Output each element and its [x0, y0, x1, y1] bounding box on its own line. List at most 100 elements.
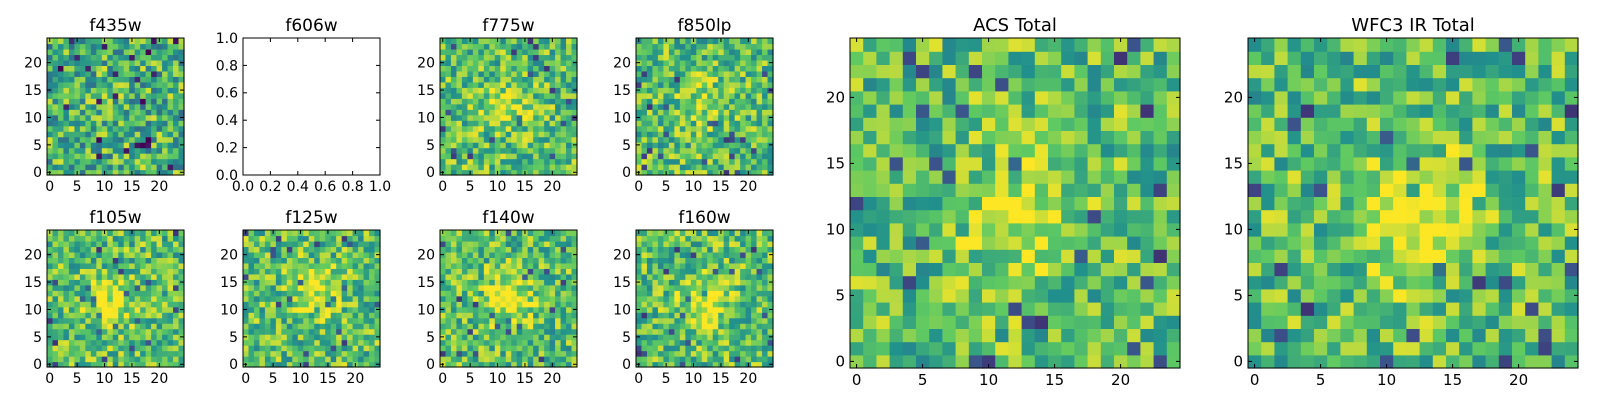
heatmap-cell	[751, 76, 758, 83]
heatmap-cell	[129, 164, 136, 171]
heatmap-cell	[663, 323, 670, 330]
heatmap-cell	[140, 345, 147, 352]
heatmap-cell	[248, 350, 255, 357]
heatmap-cell	[982, 288, 996, 303]
heatmap-cell	[762, 48, 769, 56]
heatmap-cell	[707, 350, 714, 357]
heatmap-cell	[641, 59, 648, 66]
heatmap-cell	[369, 317, 376, 324]
heatmap-cell	[560, 169, 567, 176]
heatmap-cell	[134, 290, 141, 297]
heatmap-cell	[308, 262, 315, 269]
heatmap-cell	[151, 262, 158, 269]
heatmap-cell	[248, 257, 255, 264]
heatmap-cell	[145, 312, 152, 319]
heatmap-cell	[445, 361, 452, 368]
heatmap-cell	[1008, 328, 1023, 343]
heatmap-cell	[690, 125, 697, 132]
heatmap-cell	[718, 48, 725, 56]
heatmap-cell	[641, 153, 648, 160]
heatmap-cell	[527, 268, 534, 275]
heatmap-cell	[358, 361, 365, 368]
heatmap-cell	[341, 246, 348, 253]
heatmap-cell	[685, 246, 692, 253]
heatmap-cell	[740, 48, 747, 56]
heatmap-cell	[566, 323, 573, 330]
heatmap-cell	[511, 328, 518, 335]
heatmap-cell	[505, 356, 512, 363]
heatmap-cell	[756, 323, 763, 330]
heatmap-cell	[500, 251, 507, 258]
heatmap-cell	[363, 350, 370, 357]
heatmap-cell	[538, 273, 545, 280]
heatmap-cell	[641, 323, 648, 330]
heatmap-cell	[555, 92, 562, 99]
y-tick-label: 20	[613, 248, 631, 264]
heatmap-cell	[707, 48, 714, 56]
heatmap-cell	[685, 169, 692, 176]
heatmap-cell	[374, 284, 381, 291]
heatmap-cell	[325, 350, 332, 357]
heatmap-cell	[1074, 288, 1089, 303]
heatmap-cell	[707, 70, 714, 77]
heatmap-cell	[63, 169, 70, 176]
heatmap-cell	[674, 323, 681, 330]
heatmap-cell	[701, 301, 708, 308]
heatmap-cell	[101, 70, 108, 77]
heatmap-cell	[1140, 196, 1155, 211]
heatmap-cell	[456, 103, 463, 110]
heatmap-cell	[374, 268, 381, 275]
heatmap-cell	[63, 38, 70, 45]
heatmap-cell	[96, 65, 103, 72]
heatmap-cell	[243, 290, 250, 297]
heatmap-cell	[538, 246, 545, 253]
heatmap-cell	[248, 301, 255, 308]
heatmap-cell	[107, 230, 114, 237]
heatmap-cell	[68, 350, 75, 357]
heatmap-cell	[538, 361, 545, 368]
heatmap-cell	[47, 262, 54, 269]
heatmap-cell	[668, 361, 675, 368]
heatmap-cell	[863, 262, 877, 277]
heatmap-cell	[325, 339, 332, 346]
heatmap-cell	[718, 136, 725, 143]
y-tick-label: 5	[622, 138, 631, 154]
heatmap-cell	[74, 114, 81, 121]
x-tick-label: 5	[466, 371, 475, 387]
heatmap-cell	[1166, 249, 1181, 263]
heatmap-cell	[516, 98, 523, 105]
heatmap-cell	[762, 240, 769, 248]
heatmap-cell	[123, 81, 130, 88]
heatmap-cell	[134, 169, 141, 176]
heatmap-cell	[173, 70, 180, 77]
heatmap-cell	[145, 251, 152, 258]
heatmap-cell	[173, 251, 180, 258]
heatmap-cell	[101, 312, 108, 319]
heatmap-cell	[657, 54, 664, 61]
heatmap-cell	[68, 147, 75, 154]
heatmap-cell	[544, 38, 551, 45]
heatmap-cell	[79, 323, 86, 330]
heatmap-cell	[68, 290, 75, 297]
heatmap-cell	[264, 273, 271, 280]
y-tick-label: 5	[622, 330, 631, 346]
heatmap-cell	[679, 70, 686, 77]
heatmap-cell	[151, 81, 158, 88]
heatmap-cell	[478, 164, 485, 171]
heatmap-cell	[286, 240, 293, 248]
heatmap-cell	[494, 268, 501, 275]
heatmap-cell	[90, 114, 97, 121]
heatmap-cell	[1153, 196, 1168, 211]
heatmap-cell	[472, 70, 479, 77]
heatmap-cell	[674, 356, 681, 363]
heatmap-cell	[347, 334, 354, 341]
heatmap-cell	[641, 142, 648, 149]
heatmap-cell	[275, 235, 282, 242]
heatmap-cell	[173, 268, 180, 275]
heatmap-cell	[478, 251, 485, 258]
heatmap-cell	[151, 59, 158, 66]
heatmap-cell	[151, 284, 158, 291]
heatmap-cell	[674, 328, 681, 335]
heatmap-cell	[74, 158, 81, 165]
heatmap-cell	[450, 125, 458, 132]
